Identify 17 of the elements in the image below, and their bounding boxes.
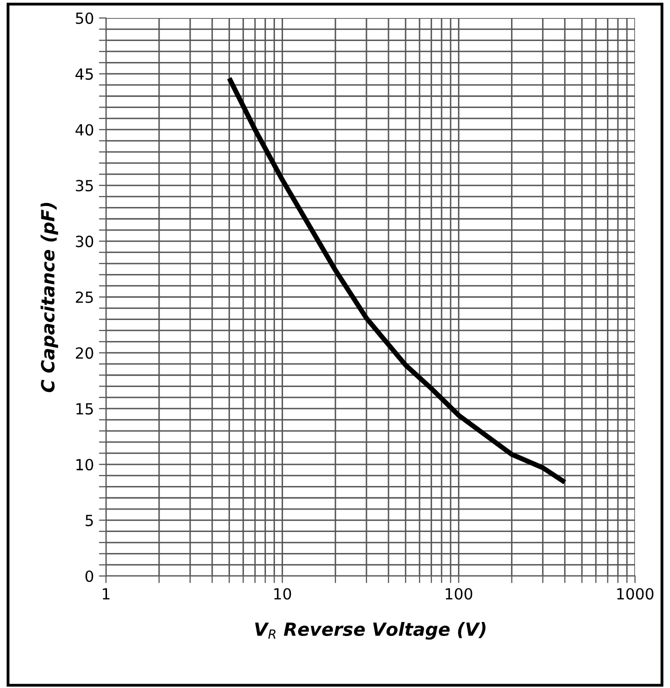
y-tick-label: 45	[76, 68, 93, 80]
y-axis-title: C Capacitance (pF)	[40, 202, 58, 392]
y-tick-label: 15	[76, 403, 93, 415]
x-axis-title: V$_{R}$ Reverse Voltage (V)	[255, 622, 486, 640]
y-tick-label: 50	[76, 12, 94, 24]
y-tick-label: 0	[85, 570, 94, 582]
y-tick-label: 20	[76, 347, 94, 359]
x-tick-label: 1000	[617, 588, 654, 600]
y-tick-label: 5	[86, 514, 93, 526]
y-tick-label: 35	[76, 180, 93, 192]
x-tick-label: 10	[274, 588, 292, 600]
x-tick-label: 100	[446, 588, 472, 600]
x-tick-label: 1	[102, 588, 110, 600]
y-tick-label: 40	[76, 124, 94, 136]
y-tick-label: 25	[76, 291, 93, 304]
y-tick-label: 30	[76, 236, 94, 248]
y-tick-label: 10	[76, 458, 94, 470]
